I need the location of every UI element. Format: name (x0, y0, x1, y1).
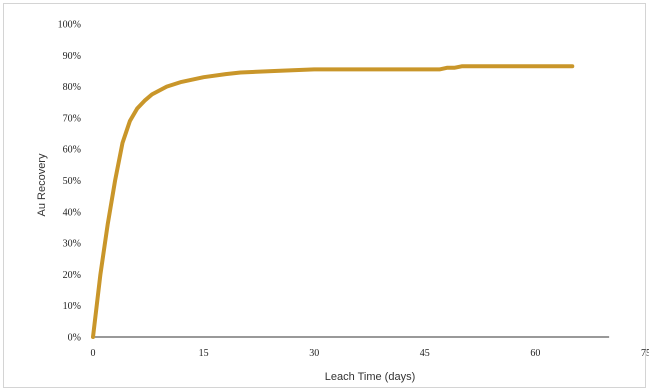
y-tick-label: 60% (63, 145, 81, 156)
x-tick-label: 75 (641, 348, 649, 359)
x-tick-label: 15 (199, 348, 209, 359)
y-tick-label: 100% (58, 20, 81, 31)
x-tick-label: 0 (91, 348, 96, 359)
y-tick-label: 50% (63, 176, 81, 187)
y-tick-label: 10% (63, 301, 81, 312)
series-line (91, 64, 575, 339)
y-tick-label: 40% (63, 207, 81, 218)
series-group (91, 64, 575, 339)
x-tick-label: 30 (309, 348, 319, 359)
y-tick-label: 80% (63, 82, 81, 93)
x-axis-title: Leach Time (days) (325, 371, 415, 383)
y-tick-label: 30% (63, 239, 81, 250)
y-tick-label: 90% (63, 51, 81, 62)
x-tick-label: 45 (420, 348, 430, 359)
y-axis-title: Au Recovery (36, 153, 48, 216)
y-tick-label: 70% (63, 113, 81, 124)
x-tick-label: 60 (530, 348, 540, 359)
y-tick-label: 0% (68, 333, 81, 344)
y-axis-ticks: 0% 10% 20% 30% 40% 50% 60% 70% 80% 90% 100% (58, 20, 81, 344)
y-tick-label: 20% (63, 270, 81, 281)
x-axis-ticks: 0 15 30 45 60 75 (91, 348, 649, 359)
